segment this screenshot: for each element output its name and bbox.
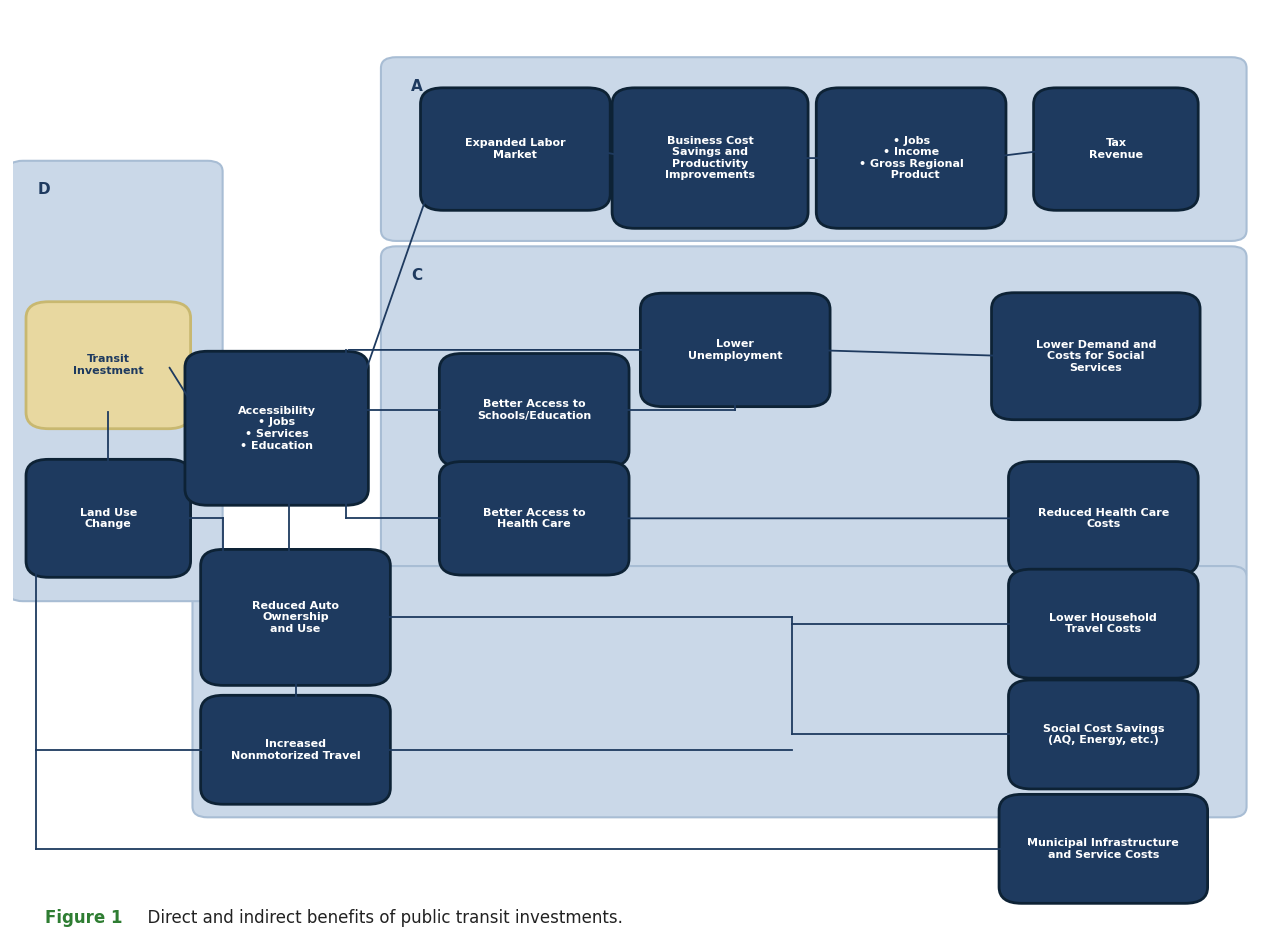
FancyBboxPatch shape (26, 301, 191, 428)
FancyBboxPatch shape (991, 293, 1200, 420)
FancyBboxPatch shape (381, 246, 1246, 583)
Text: Figure 1: Figure 1 (45, 909, 122, 927)
FancyBboxPatch shape (420, 88, 610, 210)
Text: Social Cost Savings
(AQ, Energy, etc.): Social Cost Savings (AQ, Energy, etc.) (1042, 723, 1164, 745)
FancyBboxPatch shape (192, 566, 1246, 817)
Text: Expanded Labor
Market: Expanded Labor Market (465, 138, 565, 160)
FancyBboxPatch shape (999, 794, 1208, 903)
Text: Municipal Infrastructure
and Service Costs: Municipal Infrastructure and Service Cos… (1027, 838, 1179, 860)
Text: D: D (38, 182, 50, 197)
FancyBboxPatch shape (612, 88, 808, 228)
Text: Increased
Nonmotorized Travel: Increased Nonmotorized Travel (231, 739, 360, 760)
Text: Accessibility
• Jobs
• Services
• Education: Accessibility • Jobs • Services • Educat… (237, 406, 315, 450)
Text: Business Cost
Savings and
Productivity
Improvements: Business Cost Savings and Productivity I… (665, 136, 755, 180)
Text: Reduced Auto
Ownership
and Use: Reduced Auto Ownership and Use (253, 601, 338, 634)
FancyBboxPatch shape (185, 352, 368, 505)
FancyBboxPatch shape (201, 550, 390, 685)
Text: Reduced Health Care
Costs: Reduced Health Care Costs (1037, 507, 1169, 529)
FancyBboxPatch shape (8, 161, 223, 601)
FancyBboxPatch shape (1009, 569, 1199, 678)
FancyBboxPatch shape (201, 695, 390, 804)
FancyBboxPatch shape (26, 460, 191, 577)
Text: B: B (223, 588, 235, 603)
FancyBboxPatch shape (641, 293, 829, 407)
Text: Transit
Investment: Transit Investment (73, 355, 144, 376)
Text: C: C (412, 268, 422, 283)
Text: A: A (412, 79, 423, 94)
FancyBboxPatch shape (817, 88, 1006, 228)
Text: Tax
Revenue: Tax Revenue (1088, 138, 1144, 160)
Text: Lower Demand and
Costs for Social
Services: Lower Demand and Costs for Social Servic… (1036, 339, 1156, 373)
FancyBboxPatch shape (381, 57, 1246, 241)
Text: Lower
Unemployment: Lower Unemployment (688, 339, 782, 360)
FancyBboxPatch shape (1033, 88, 1199, 210)
Text: • Jobs
• Income
• Gross Regional
  Product: • Jobs • Income • Gross Regional Product (859, 136, 964, 180)
Text: Better Access to
Schools/Education: Better Access to Schools/Education (477, 399, 591, 421)
FancyBboxPatch shape (1009, 462, 1199, 575)
FancyBboxPatch shape (440, 462, 629, 575)
FancyBboxPatch shape (440, 354, 629, 467)
FancyBboxPatch shape (1009, 680, 1199, 789)
Text: Lower Household
Travel Costs: Lower Household Travel Costs (1050, 613, 1158, 634)
Text: Direct and indirect benefits of public transit investments.: Direct and indirect benefits of public t… (137, 909, 623, 927)
Text: Land Use
Change: Land Use Change (79, 507, 137, 529)
Text: Better Access to
Health Care: Better Access to Health Care (483, 507, 586, 529)
